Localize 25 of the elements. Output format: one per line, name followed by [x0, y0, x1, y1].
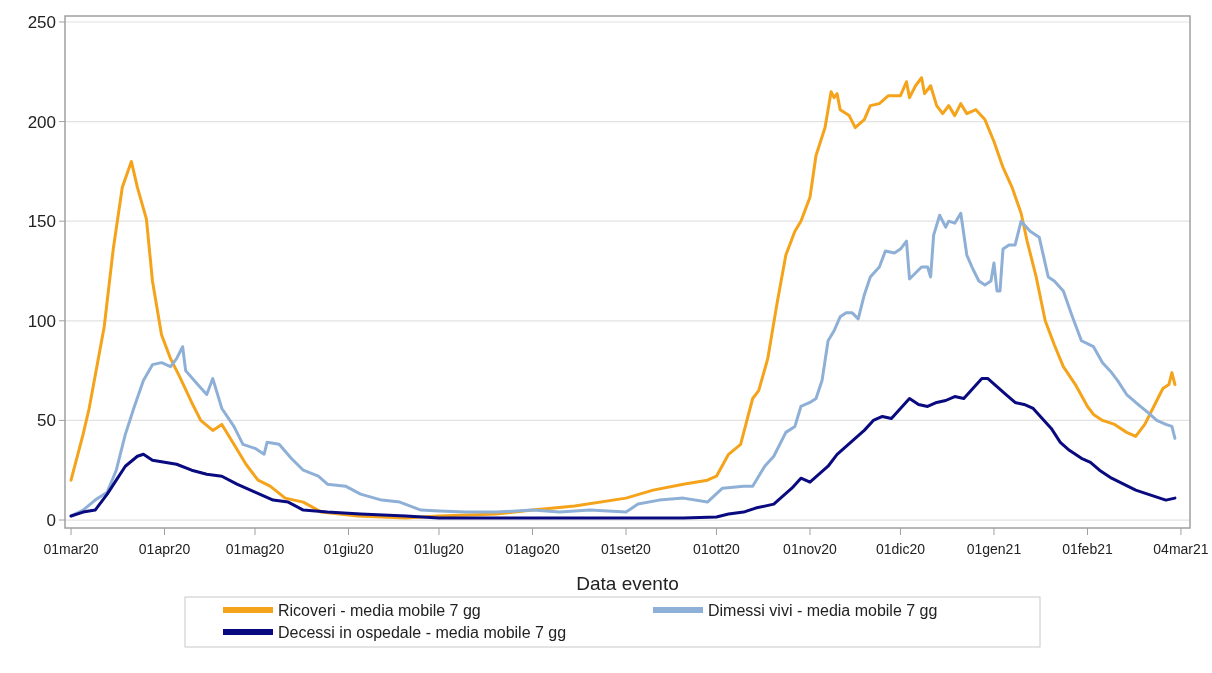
y-tick-label: 150: [27, 212, 56, 232]
x-tick-label: 01set20: [601, 541, 652, 557]
legend-label: Ricoveri - media mobile 7 gg: [278, 601, 481, 619]
y-tick-label: 50: [37, 411, 56, 431]
legend-label: Decessi in ospedale - media mobile 7 gg: [278, 623, 567, 641]
x-tick-label: 01feb21: [1062, 541, 1113, 557]
x-tick-label: 01mar20: [43, 541, 99, 557]
x-tick-label: 01mag20: [225, 541, 285, 557]
y-tick-label: 200: [27, 112, 56, 132]
line-series: [69, 76, 1177, 520]
x-axis-title: Data evento: [576, 573, 679, 594]
x-tick-label: 01ago20: [505, 541, 560, 557]
line-series: [69, 377, 1177, 520]
x-tick-label: 01lug20: [414, 541, 465, 557]
y-tick-label: 250: [27, 12, 56, 32]
x-tick-label: 01ott20: [693, 541, 741, 557]
x-tick-label: 01giu20: [323, 541, 374, 557]
x-tick-label: 01apr20: [138, 541, 191, 557]
legend-label: Dimessi vivi - media mobile 7 gg: [708, 601, 938, 619]
x-tick-label: 01gen21: [966, 541, 1022, 557]
y-tick-label: 100: [27, 311, 56, 331]
x-tick-label: 01nov20: [783, 541, 838, 557]
x-tick-label: 04mar21: [1153, 541, 1209, 557]
x-tick-label: 01dic20: [875, 541, 926, 557]
y-tick-label: 0: [46, 510, 56, 530]
